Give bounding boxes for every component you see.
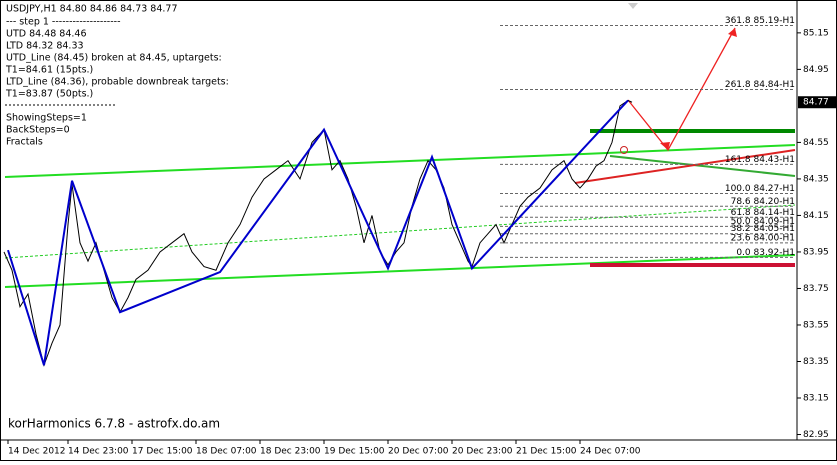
x-tick-label: 18 Dec 23:00 xyxy=(260,447,321,457)
setting-line: BackSteps=0 xyxy=(6,125,70,136)
fib-label: 38.2 84.05-H1 xyxy=(731,224,795,234)
y-tick-label: 83.15 xyxy=(803,394,829,404)
y-tick-label: 83.55 xyxy=(803,320,829,330)
info-line: UTD_Line (84.45) broken at 84.45, uptarg… xyxy=(6,53,222,64)
fib-label: 261.8 84.84-H1 xyxy=(725,80,795,90)
x-tick-label: 18 Dec 07:00 xyxy=(196,447,257,457)
red-trend xyxy=(574,149,796,184)
info-line: UTD 84.48 84.46 xyxy=(6,29,87,40)
info-line: T1=84.61 (15pts.) xyxy=(5,65,93,76)
x-tick-label: 17 Dec 15:00 xyxy=(132,447,193,457)
y-tick-label: 85.15 xyxy=(803,28,829,38)
fib-label: 100.0 84.27-H1 xyxy=(725,184,795,194)
current-price: 84.77 xyxy=(803,98,829,108)
fib-label: 361.8 85.19-H1 xyxy=(725,16,795,26)
channel-mid xyxy=(4,204,796,259)
scroll-marker xyxy=(628,3,638,9)
marker xyxy=(620,146,628,154)
y-tick-label: 84.35 xyxy=(803,174,829,184)
y-tick-label: 82.95 xyxy=(803,430,829,440)
setting-line: Fractals xyxy=(6,137,43,148)
info-line: --- step 1 -------------------- xyxy=(6,17,121,28)
info-line: T1=83.87 (50pts.) xyxy=(5,89,93,100)
setting-line: ShowingSteps=1 xyxy=(6,113,87,124)
channel-upper xyxy=(4,154,561,178)
y-tick-label: 84.55 xyxy=(803,138,829,148)
fib-label: 78.6 84.20-H1 xyxy=(731,197,795,207)
trend-line xyxy=(609,155,796,177)
watermark: korHarmonics 6.7.8 - astrofx.do.am xyxy=(8,417,220,431)
fib-label: 161.8 84.43-H1 xyxy=(725,155,795,165)
x-tick-label: 14 Dec 2012 xyxy=(8,447,66,457)
current-price-box xyxy=(798,96,836,109)
y-tick-label: 84.95 xyxy=(803,65,829,75)
fib-label: 50.0 84.09-H1 xyxy=(731,217,795,227)
price-line xyxy=(3,99,633,367)
x-tick-label: 20 Dec 07:00 xyxy=(388,447,449,457)
x-tick-label: 19 Dec 15:00 xyxy=(324,447,385,457)
channel-upper-ext xyxy=(559,144,796,156)
x-tick-label: 14 Dec 23:00 xyxy=(68,447,129,457)
y-tick-label: 84.15 xyxy=(803,211,829,221)
arrow-head xyxy=(660,142,670,150)
fib-label: 0.0 83.92-H1 xyxy=(736,248,795,258)
x-tick-label: 20 Dec 23:00 xyxy=(452,447,513,457)
x-tick-label: 21 Dec 15:00 xyxy=(516,447,577,457)
y-tick-label: 83.75 xyxy=(803,284,829,294)
price-line xyxy=(7,99,629,366)
fib-label: 23.6 84.00-H1 xyxy=(731,233,795,243)
info-line: LTD_Line (84.36), probable downbreak tar… xyxy=(6,77,229,88)
y-tick-label: 83.35 xyxy=(803,357,829,367)
y-tick-label: 83.95 xyxy=(803,247,829,257)
symbol-line: USDJPY,H1 84.80 84.86 84.73 84.77 xyxy=(6,4,178,15)
channel-lower xyxy=(4,254,796,288)
x-tick-label: 24 Dec 07:00 xyxy=(580,447,641,457)
info-line: LTD 84.32 84.33 xyxy=(6,41,84,52)
arrow-head xyxy=(728,28,737,37)
fib-label: 61.8 84.14-H1 xyxy=(731,208,795,218)
